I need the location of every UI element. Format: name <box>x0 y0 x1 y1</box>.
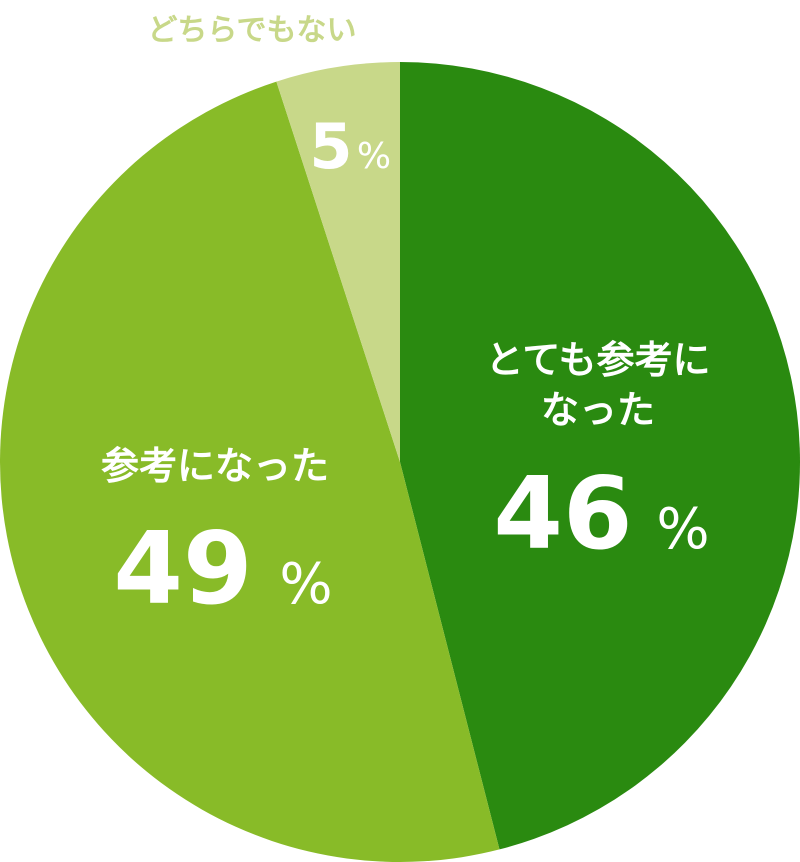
pie-slice-2 <box>276 62 400 462</box>
slice-value-1: 49 <box>113 510 252 627</box>
pie-slice-0 <box>400 62 800 850</box>
slice-label-0-line-0: とても参考に <box>486 338 711 382</box>
slice-value-0: 46 <box>493 455 632 572</box>
slice-value-2: 5 <box>309 110 352 183</box>
slice-label-1-line-0: 参考になった <box>101 444 329 488</box>
slice-unit-0: % <box>656 497 709 562</box>
slice-unit-2: % <box>357 136 391 177</box>
slice-label-0-line-1: なった <box>541 388 655 432</box>
slice-unit-1: % <box>279 552 332 617</box>
slice-label-2-line-0: どちらでもない <box>147 13 356 48</box>
pie-slice-1 <box>0 81 500 862</box>
